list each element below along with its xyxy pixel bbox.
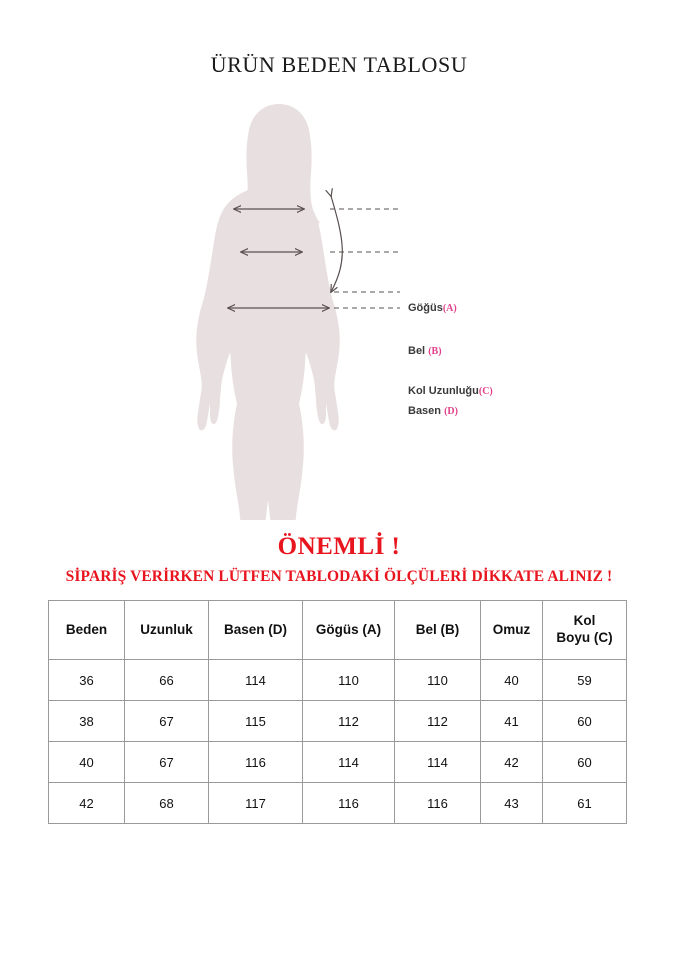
cell-omuz: 40 bbox=[480, 659, 543, 701]
cell-kol-boyu: 61 bbox=[542, 782, 627, 824]
cell-beden: 40 bbox=[48, 741, 125, 783]
label-bel-code: (B) bbox=[428, 346, 442, 357]
column-header-bel: Bel (B) bbox=[394, 600, 481, 660]
column-header-basen-line1: Basen (D) bbox=[223, 621, 287, 637]
column-header-omuz: Omuz bbox=[480, 600, 543, 660]
cell-kol-boyu: 60 bbox=[542, 741, 627, 783]
cell-omuz: 41 bbox=[480, 700, 543, 742]
label-gogus: Göğüs(A) bbox=[408, 303, 457, 314]
size-table: Beden Uzunluk Basen (D) Gögüs (A) Bel (B… bbox=[48, 600, 627, 824]
cell-gogus: 112 bbox=[302, 700, 395, 742]
cell-bel: 112 bbox=[394, 700, 481, 742]
cell-basen: 114 bbox=[208, 659, 303, 701]
label-gogus-text: Göğüs bbox=[408, 302, 443, 314]
arm-length-measure-arrow bbox=[331, 196, 343, 292]
cell-gogus: 116 bbox=[302, 782, 395, 824]
female-silhouette-icon bbox=[196, 104, 340, 520]
size-table-container: Beden Uzunluk Basen (D) Gögüs (A) Bel (B… bbox=[48, 600, 627, 824]
label-kol-uzunlugu-text: Kol Uzunluğu bbox=[408, 385, 479, 397]
column-header-kol-boyu-line1: Kol bbox=[573, 613, 596, 629]
table-header-row: Beden Uzunluk Basen (D) Gögüs (A) Bel (B… bbox=[48, 600, 627, 660]
label-kol-uzunlugu: Kol Uzunluğu(C) bbox=[408, 386, 493, 397]
column-header-beden: Beden bbox=[48, 600, 125, 660]
cell-gogus: 110 bbox=[302, 659, 395, 701]
table-row: 40 67 116 114 114 42 60 bbox=[48, 741, 627, 783]
table-row: 42 68 117 116 116 43 61 bbox=[48, 782, 627, 824]
label-bel: Bel (B) bbox=[408, 346, 442, 357]
label-basen-code: (D) bbox=[444, 406, 458, 417]
label-bel-text: Bel bbox=[408, 345, 426, 357]
cell-bel: 114 bbox=[394, 741, 481, 783]
page-title: ÜRÜN BEDEN TABLOSU bbox=[210, 52, 468, 77]
cell-beden: 42 bbox=[48, 782, 125, 824]
cell-bel: 110 bbox=[394, 659, 481, 701]
cell-uzunluk: 68 bbox=[124, 782, 209, 824]
cell-basen: 115 bbox=[208, 700, 303, 742]
cell-bel: 116 bbox=[394, 782, 481, 824]
column-header-gogus: Gögüs (A) bbox=[302, 600, 395, 660]
notice-subtext: SİPARİŞ VERİRKEN LÜTFEN TABLODAKİ ÖLÇÜLE… bbox=[65, 568, 613, 585]
notice-heading: ÖNEMLİ ! bbox=[277, 533, 401, 560]
cell-kol-boyu: 60 bbox=[542, 700, 627, 742]
cell-beden: 38 bbox=[48, 700, 125, 742]
column-header-basen: Basen (D) bbox=[208, 600, 303, 660]
cell-basen: 117 bbox=[208, 782, 303, 824]
column-header-kol-boyu: Kol Boyu (C) bbox=[542, 600, 627, 660]
cell-uzunluk: 66 bbox=[124, 659, 209, 701]
column-header-bel-line1: Bel (B) bbox=[415, 621, 460, 637]
column-header-beden-line1: Beden bbox=[65, 621, 108, 637]
column-header-kol-boyu-line2: Boyu (C) bbox=[556, 630, 613, 645]
table-row: 38 67 115 112 112 41 60 bbox=[48, 700, 627, 742]
silhouette-diagram-svg bbox=[196, 104, 400, 520]
label-gogus-code: (A) bbox=[442, 303, 457, 314]
column-header-uzunluk-line1: Uzunluk bbox=[140, 621, 193, 637]
table-row: 36 66 114 110 110 40 59 bbox=[48, 659, 627, 701]
cell-gogus: 114 bbox=[302, 741, 395, 783]
cell-beden: 36 bbox=[48, 659, 125, 701]
column-header-uzunluk: Uzunluk bbox=[124, 600, 209, 660]
cell-basen: 116 bbox=[208, 741, 303, 783]
cell-uzunluk: 67 bbox=[124, 741, 209, 783]
column-header-omuz-line1: Omuz bbox=[492, 621, 531, 637]
cell-omuz: 43 bbox=[480, 782, 543, 824]
label-kol-uzunlugu-code: (C) bbox=[478, 386, 493, 397]
label-basen: Basen (D) bbox=[408, 406, 458, 417]
column-header-gogus-line1: Gögüs (A) bbox=[315, 621, 382, 637]
label-basen-text: Basen bbox=[408, 405, 442, 417]
measurement-figure: Göğüs(A) Bel (B) Kol Uzunluğu(C) Basen (… bbox=[0, 100, 678, 520]
cell-kol-boyu: 59 bbox=[542, 659, 627, 701]
cell-uzunluk: 67 bbox=[124, 700, 209, 742]
cell-omuz: 42 bbox=[480, 741, 543, 783]
